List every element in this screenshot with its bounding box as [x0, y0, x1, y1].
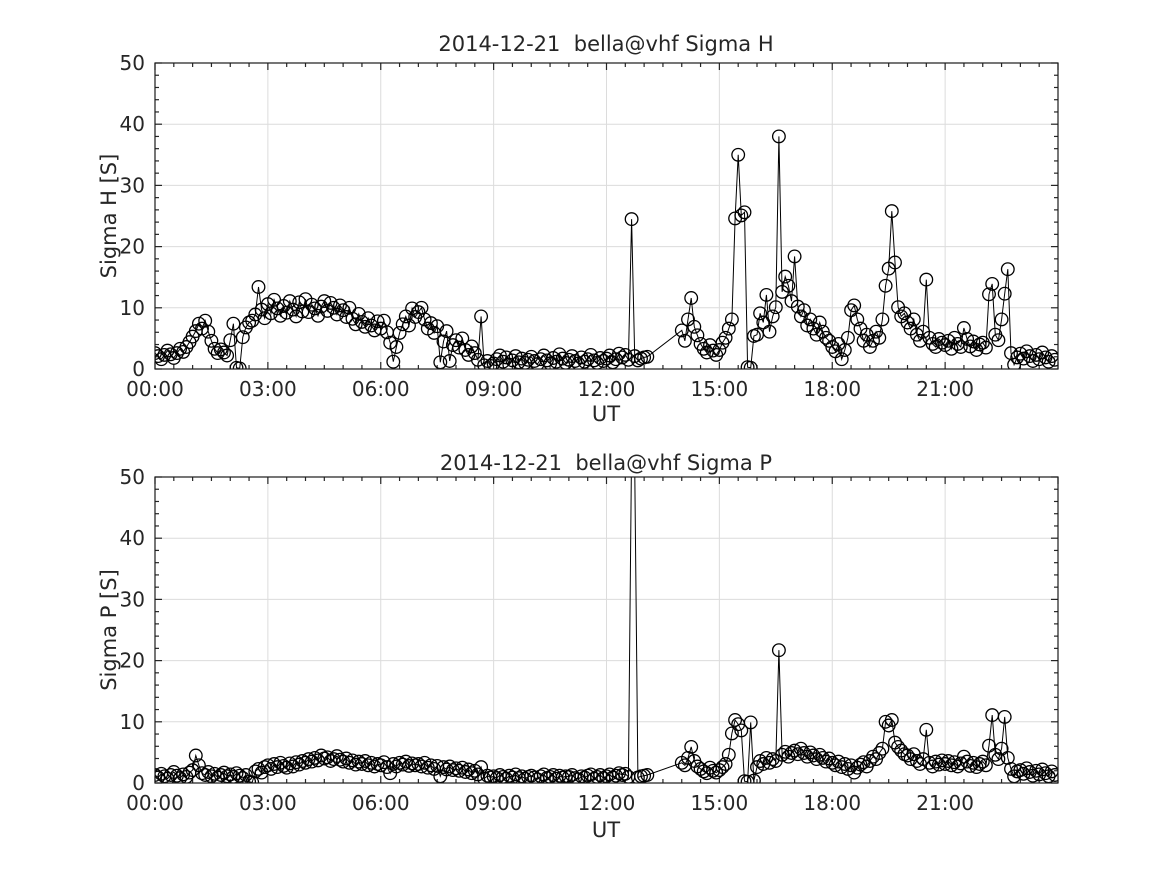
sigma-h-title: 2014-12-21 bella@vhf Sigma H	[438, 32, 773, 56]
axes-box	[154, 476, 1059, 784]
x-tick-label: 09:00	[465, 377, 523, 401]
y-tick-label: 40	[120, 526, 145, 550]
y-tick-label: 50	[120, 51, 145, 75]
sigma-p-subplot: 2014-12-21 bella@vhf Sigma P Sigma P [S]…	[97, 451, 1059, 842]
tick-labels: 00:00 03:00 06:00 09:00 12:00 15:00 18:00 21:00…	[120, 51, 974, 401]
axes-box	[154, 62, 1059, 370]
x-tick-label: 12:00	[578, 791, 636, 815]
x-tick-label: 09:00	[465, 791, 523, 815]
data-series	[155, 477, 1058, 783]
x-tick-label: 03:00	[239, 791, 297, 815]
y-tick-label: 20	[120, 235, 145, 259]
sigma-p-title: 2014-12-21 bella@vhf Sigma P	[440, 451, 772, 475]
sigma-h-y-axis-label: Sigma H [S]	[97, 154, 121, 279]
sigma-p-axes: 00:00 03:00 06:00 09:00 12:00 15:00 18:00 21:00…	[120, 465, 1059, 815]
x-tick-label: 00:00	[126, 377, 184, 401]
y-tick-label: 50	[120, 465, 145, 489]
x-tick-label: 18:00	[803, 377, 861, 401]
y-tick-label: 20	[120, 649, 145, 673]
y-tick-label: 0	[132, 357, 145, 381]
sigma-h-axes: 00:00 03:00 06:00 09:00 12:00 15:00 18:00 21:00…	[120, 51, 1059, 401]
y-tick-label: 0	[132, 771, 145, 795]
data-series	[155, 129, 1058, 369]
tick-labels: 00:00 03:00 06:00 09:00 12:00 15:00 18:00 21:00…	[120, 465, 974, 815]
x-tick-label: 21:00	[916, 377, 974, 401]
x-tick-label: 12:00	[578, 377, 636, 401]
x-tick-label: 21:00	[916, 791, 974, 815]
sigma-p-x-axis-label: UT	[592, 818, 620, 842]
x-tick-label: 15:00	[691, 377, 749, 401]
grid	[154, 476, 1058, 784]
y-tick-label: 30	[120, 587, 145, 611]
tick-marks	[154, 476, 1059, 784]
tick-marks	[154, 62, 1059, 370]
x-tick-label: 06:00	[352, 791, 410, 815]
x-tick-label: 00:00	[126, 791, 184, 815]
sigma-h-subplot: 2014-12-21 bella@vhf Sigma H Sigma H [S]…	[97, 32, 1059, 426]
y-tick-label: 40	[120, 112, 145, 136]
x-tick-label: 06:00	[352, 377, 410, 401]
y-tick-label: 30	[120, 173, 145, 197]
x-tick-label: 18:00	[803, 791, 861, 815]
sigma-p-y-axis-label: Sigma P [S]	[97, 569, 121, 691]
x-tick-label: 15:00	[691, 791, 749, 815]
y-tick-label: 10	[120, 296, 145, 320]
grid	[154, 62, 1058, 370]
sigma-h-x-axis-label: UT	[592, 402, 620, 426]
x-tick-label: 03:00	[239, 377, 297, 401]
y-tick-label: 10	[120, 710, 145, 734]
